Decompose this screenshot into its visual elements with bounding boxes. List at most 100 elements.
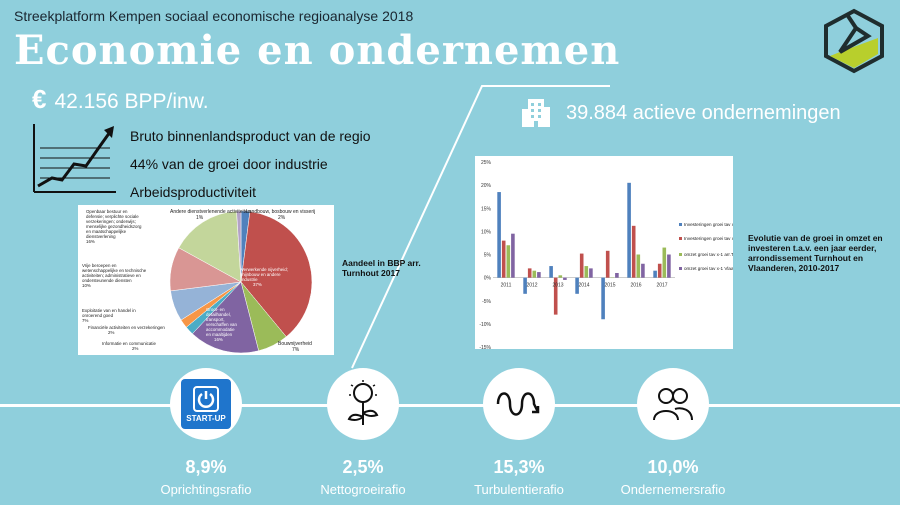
y-tick-label: -10% bbox=[479, 322, 491, 328]
bar-2015-0 bbox=[601, 277, 605, 320]
pie-label-onroerend-goed: Exploitatie van en handel in onroerend go… bbox=[82, 308, 136, 323]
stat-value-startup: 8,9% bbox=[185, 457, 227, 477]
startup-circle: START-UP bbox=[170, 368, 242, 440]
x-tick-label: 2011 bbox=[501, 283, 512, 289]
bar-2011-1 bbox=[501, 240, 506, 278]
y-tick-label: 0% bbox=[484, 276, 492, 282]
x-tick-label: 2014 bbox=[578, 283, 589, 289]
x-tick-label: 2012 bbox=[526, 283, 537, 289]
x-tick-label: 2016 bbox=[630, 283, 641, 289]
stat-label-turbulence: Turbulentierafio bbox=[474, 482, 564, 497]
y-tick-label: -15% bbox=[479, 345, 491, 349]
pie-slice-1 bbox=[240, 211, 313, 338]
legend-swatch bbox=[679, 253, 682, 256]
pie-label-verwerkende: Verwerkende nijverheid; mijnbouw en ander… bbox=[241, 267, 288, 287]
startup-icon: START-UP bbox=[181, 379, 231, 429]
logo-icon bbox=[824, 8, 884, 74]
x-tick-label: 2015 bbox=[604, 283, 615, 289]
pie-chart: Landbouw, bosbouw en visserij 2% Andere d… bbox=[82, 209, 315, 354]
stat-value-turbulence: 15,3% bbox=[493, 457, 545, 477]
bar-2017-2 bbox=[662, 247, 667, 278]
bar-2016-1 bbox=[631, 225, 636, 278]
legend-swatch bbox=[679, 267, 682, 270]
bar-2017-1 bbox=[657, 263, 662, 278]
enterprises-value: 39.884 actieve ondernemingen bbox=[566, 101, 841, 124]
stat-label-entrepreneur: Ondernemersrafio bbox=[620, 482, 726, 497]
x-tick-label: 2017 bbox=[656, 283, 667, 289]
pie-label-informatie: Informatie en communicatie 2% bbox=[102, 341, 156, 351]
bar-2012-0 bbox=[523, 277, 527, 294]
bullet-item: 44% van de groei door industrie bbox=[130, 156, 328, 172]
bpp-stat: €42.156 BPP/inw. bbox=[32, 84, 209, 115]
bar-2013-0 bbox=[549, 266, 553, 278]
pie-label-vrije-beroepen: Vrije beroepen en wetenschappelijke en te… bbox=[82, 263, 147, 288]
x-tick-label: 2013 bbox=[552, 283, 563, 289]
bar-2015-3 bbox=[615, 273, 619, 278]
turbulence-circle bbox=[483, 368, 555, 440]
bar-2011-3 bbox=[511, 233, 515, 278]
pie-chart-card: Landbouw, bosbouw en visserij 2% Andere d… bbox=[78, 205, 334, 355]
bar-chart: 25% 20% 15% 10% 5% 0% -5% -10% -15% 2011 2012 2013 2… bbox=[479, 160, 765, 351]
pie-label-groothandel: Groot- en detailhandel, transport, verschaf… bbox=[206, 307, 237, 342]
bar-2015-1 bbox=[605, 250, 610, 278]
growth-chart-icon bbox=[33, 124, 116, 193]
bar-2017-0 bbox=[653, 270, 657, 278]
stat-value-entrepreneur: 10,0% bbox=[647, 457, 699, 477]
pie-slice-8 bbox=[178, 210, 242, 283]
y-tick-label: -5% bbox=[482, 299, 491, 305]
bar-2016-2 bbox=[636, 254, 641, 278]
bar-2012-3 bbox=[537, 272, 541, 278]
bar-2013-1 bbox=[553, 277, 558, 315]
pie-label-bouwnijverheid: Bouwnijverheid 7% bbox=[278, 341, 312, 353]
pie-label-andere: Andere dienstverlenende activiteiten 1% bbox=[170, 209, 251, 221]
bar-2013-2 bbox=[558, 275, 563, 278]
bullet-list: Bruto binnenlandsproduct van de regio 44… bbox=[130, 122, 371, 206]
legend-label: omzet groei tav x-1 arr.Turnhout bbox=[684, 252, 733, 257]
bar-2013-3 bbox=[563, 277, 567, 280]
stat-label-startup: Oprichtingsrafio bbox=[160, 482, 252, 497]
bar-2014-1 bbox=[579, 253, 584, 278]
bar-2011-2 bbox=[506, 245, 511, 278]
legend-swatch bbox=[679, 237, 682, 240]
timeline-line bbox=[0, 404, 900, 407]
y-tick-label: 25% bbox=[481, 160, 492, 166]
euro-icon: € bbox=[32, 84, 47, 114]
stat-label-growth: Nettogroeirafio bbox=[320, 482, 406, 497]
bar-2011-0 bbox=[497, 192, 501, 278]
bullet-item: Arbeidsproductiviteit bbox=[130, 184, 257, 200]
page-title: Economie en ondernemen bbox=[14, 27, 621, 74]
pie-label-landbouw: Landbouw, bosbouw en visserij 2% bbox=[246, 209, 315, 221]
pie-caption: Aandeel in BBP arr. Turnhout 2017 bbox=[342, 258, 421, 278]
legend-label: Investeringen groei tav x-1 Vlaanderen bbox=[684, 236, 733, 241]
legend-label: Investeringen groei tav x-1 arr.Turnhout bbox=[684, 222, 733, 227]
y-tick-label: 10% bbox=[481, 229, 492, 235]
bar-2016-3 bbox=[641, 263, 645, 278]
power-icon bbox=[193, 385, 219, 412]
bar-2012-1 bbox=[527, 268, 532, 278]
bar-2016-0 bbox=[627, 182, 631, 278]
startup-label: START-UP bbox=[186, 413, 226, 423]
bar-2014-2 bbox=[584, 266, 589, 278]
legend-swatch bbox=[679, 223, 682, 226]
bar-2012-2 bbox=[532, 270, 537, 278]
report-subtitle: Streekplatform Kempen sociaal economisch… bbox=[14, 8, 414, 24]
entrepreneur-circle bbox=[637, 368, 709, 440]
bpp-value: 42.156 BPP/inw. bbox=[54, 90, 209, 113]
wavy-arrow-icon bbox=[496, 392, 540, 416]
y-tick-label: 5% bbox=[484, 253, 492, 259]
pie-label-openbaar: Openbaar bestuur en defensie; verplichte … bbox=[86, 209, 142, 244]
growth-circle bbox=[327, 368, 399, 440]
bar-caption: Evolutie van de groei in omzet en invest… bbox=[748, 233, 883, 273]
enterprises-stat: 39.884 actieve ondernemingen bbox=[520, 97, 841, 129]
bar-2014-0 bbox=[575, 277, 579, 294]
pie-label-financiele: Financiële activiteiten en verzekeringen… bbox=[88, 325, 165, 335]
pie-slice-9 bbox=[236, 210, 242, 283]
bar-chart-card: 25% 20% 15% 10% 5% 0% -5% -10% -15% 2011 2012 2013 2… bbox=[475, 156, 765, 351]
bullet-item: Bruto binnenlandsproduct van de regio bbox=[130, 128, 371, 144]
building-icon bbox=[522, 99, 550, 127]
bar-2017-3 bbox=[667, 254, 671, 278]
lightbulb-plant-icon bbox=[347, 380, 379, 425]
people-icon bbox=[653, 388, 693, 421]
pie-slice-3 bbox=[192, 281, 259, 354]
y-tick-label: 15% bbox=[481, 206, 492, 212]
